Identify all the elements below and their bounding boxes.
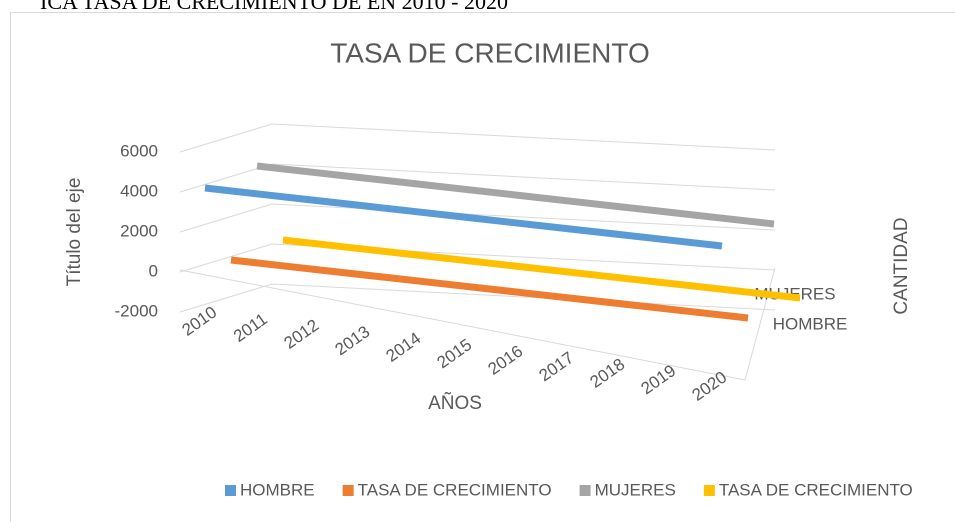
grid-line bbox=[179, 123, 776, 153]
y-tick-label: -2000 bbox=[115, 301, 158, 320]
chart-title: TASA DE CRECIMIENTO bbox=[330, 37, 649, 68]
x-axis-title: AÑOS bbox=[428, 392, 482, 414]
legend-swatch bbox=[225, 485, 236, 496]
x-tick-label: 2019 bbox=[637, 361, 679, 398]
z-axis-title: CANTIDAD bbox=[891, 217, 912, 314]
y-tick-label: 4000 bbox=[120, 181, 158, 200]
legend-swatch bbox=[703, 485, 715, 496]
series-line bbox=[204, 184, 723, 250]
y-tick-label: 0 bbox=[149, 261, 158, 280]
legend-swatch bbox=[579, 485, 591, 496]
x-tick-label: 2011 bbox=[230, 309, 271, 346]
y-tick-label: 2000 bbox=[120, 221, 158, 240]
x-tick-label: 2015 bbox=[433, 335, 475, 372]
legend-label: TASA DE CRECIMIENTO bbox=[358, 480, 552, 499]
series-line bbox=[256, 162, 775, 228]
x-tick-label: 2010 bbox=[178, 303, 220, 340]
x-tick-label: 2018 bbox=[586, 355, 628, 392]
x-tick-label: 2013 bbox=[331, 322, 373, 359]
header-text: ICA TASA DE CRECIMIENTO DE EN 2010 - 202… bbox=[40, 0, 508, 14]
legend-label: MUJERES bbox=[595, 480, 676, 499]
grid-line bbox=[179, 243, 776, 273]
grid-line bbox=[179, 203, 776, 233]
depth-axis bbox=[744, 267, 776, 381]
legend-label: HOMBRE bbox=[240, 480, 315, 499]
series-line bbox=[282, 236, 801, 302]
legend-label: TASA DE CRECIMIENTO bbox=[719, 480, 913, 499]
x-tick-label: 2017 bbox=[535, 348, 577, 385]
y-axis-title: Título del eje bbox=[64, 178, 85, 287]
chart-border bbox=[10, 12, 955, 522]
grid-line bbox=[179, 163, 776, 193]
x-axis bbox=[179, 269, 746, 381]
x-tick-label: 2016 bbox=[484, 342, 526, 379]
depth-tick-label: HOMBRE bbox=[773, 314, 848, 333]
x-tick-label: 2014 bbox=[382, 329, 424, 366]
series-line bbox=[230, 256, 749, 322]
x-tick-label: 2012 bbox=[280, 316, 322, 353]
y-tick-label: 6000 bbox=[120, 141, 158, 160]
legend-swatch bbox=[342, 485, 354, 496]
